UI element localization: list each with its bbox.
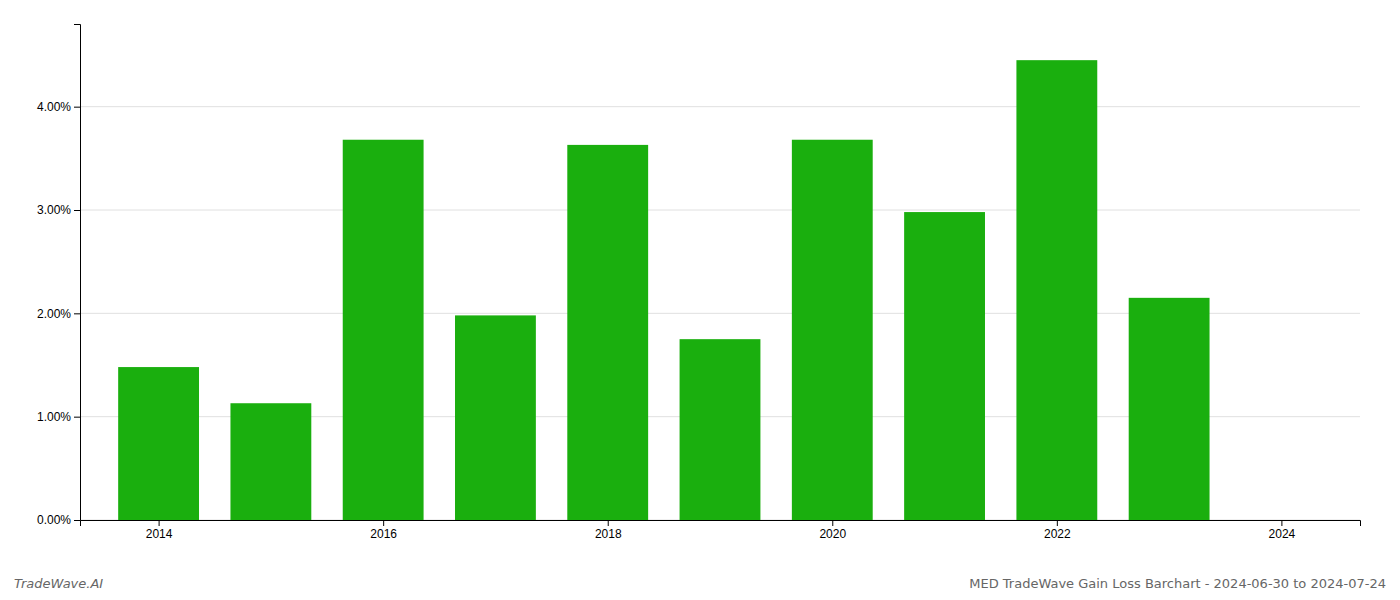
x-tick: 2016	[370, 520, 397, 541]
x-tick-mark	[1281, 520, 1282, 526]
bar	[567, 145, 648, 520]
y-axis: 0.00% 1.00% 2.00% 3.00% 4.00%	[37, 25, 81, 528]
y-axis-line	[74, 25, 81, 521]
y-tick: 0.00%	[37, 513, 80, 527]
x-tick-mark	[608, 520, 609, 526]
y-tick: 3.00%	[37, 203, 80, 217]
bar	[792, 140, 873, 520]
x-tick-label: 2022	[1044, 527, 1071, 541]
y-tick: 4.00%	[37, 100, 80, 114]
bars	[118, 60, 1209, 520]
x-tick-mark	[832, 520, 833, 526]
y-tick-label: 3.00%	[37, 203, 71, 217]
x-tick-label: 2016	[370, 527, 397, 541]
x-tick-mark	[1057, 520, 1058, 526]
x-tick: 2022	[1044, 520, 1071, 541]
bar	[455, 315, 536, 520]
x-tick-mark	[383, 520, 384, 526]
y-tick-label: 1.00%	[37, 410, 71, 424]
y-tick-mark	[74, 417, 80, 418]
bar	[230, 403, 311, 520]
grid-line	[80, 106, 1360, 107]
y-tick-mark	[74, 520, 80, 521]
bar	[680, 339, 761, 520]
annotation: TradeWave.AI	[14, 576, 103, 591]
title: MED TradeWave Gain Loss Barchart - 2024-…	[969, 576, 1386, 591]
x-tick: 2014	[146, 520, 173, 541]
x-tick-mark	[159, 520, 160, 526]
y-tick: 2.00%	[37, 307, 80, 321]
bar	[343, 140, 424, 520]
y-tick-label: 4.00%	[37, 100, 71, 114]
x-tick: 2020	[819, 520, 846, 541]
y-tick-mark	[74, 210, 80, 211]
x-tick-label: 2018	[595, 527, 622, 541]
x-tick: 2018	[595, 520, 622, 541]
x-axis: 2014 2016 2018 2020 2022 2024	[81, 520, 1361, 541]
plot: 2014 2016 2018 2020 2022 2024 0.00% 1.00% 2.00% 3…	[37, 25, 1361, 541]
bar	[904, 212, 985, 520]
bar	[1016, 60, 1097, 520]
y-tick-mark	[74, 313, 80, 314]
y-tick-label: 2.00%	[37, 307, 71, 321]
x-tick: 2024	[1269, 520, 1296, 541]
x-tick-label: 2024	[1269, 527, 1296, 541]
bar	[118, 367, 199, 520]
x-tick-label: 2014	[146, 527, 173, 541]
grid	[80, 107, 1360, 520]
y-tick-label: 0.00%	[37, 513, 71, 527]
x-axis-line	[81, 521, 1361, 527]
grid-line	[80, 210, 1360, 211]
chart: 2014 2016 2018 2020 2022 2024 0.00% 1.00% 2.00% 3…	[0, 0, 1400, 600]
y-tick-mark	[74, 107, 80, 108]
bar	[1129, 298, 1210, 520]
y-tick: 1.00%	[37, 410, 80, 424]
x-tick-label: 2020	[819, 527, 846, 541]
